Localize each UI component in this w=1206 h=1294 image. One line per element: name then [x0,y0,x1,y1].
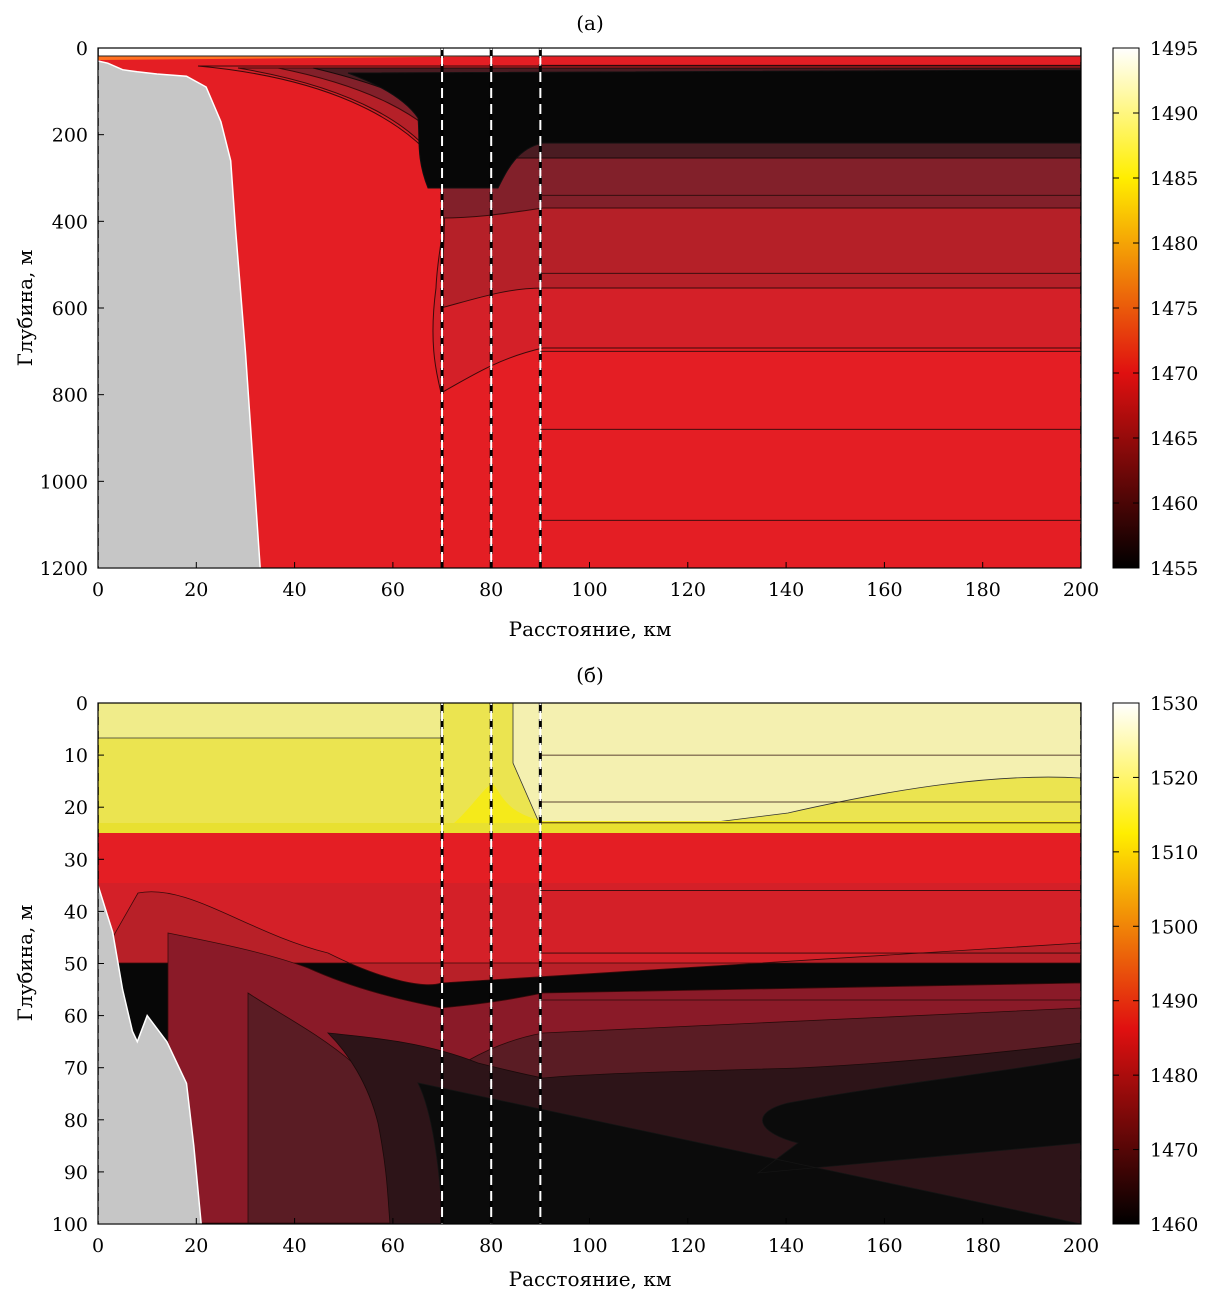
panel-a: (а) 0 20 40 60 80 100 120 140 160 180 200 0 200 400 6… [13,11,1198,641]
panel-a-ylabel: Глубина, м [13,250,37,367]
y-tick-label: 800 [52,385,88,407]
x-tick-label: 120 [670,1235,706,1257]
colorbar-tick-label: 1470 [1150,1140,1198,1162]
colorbar-tick-label: 1460 [1150,1214,1198,1236]
y-tick-label: 600 [52,298,88,320]
colorbar-tick-label: 1470 [1150,363,1198,385]
x-tick-label: 0 [92,579,104,601]
colorbar-tick-label: 1530 [1150,693,1198,715]
b-contour-1476 [98,891,1081,986]
colorbar-tick-label: 1460 [1150,493,1198,515]
y-tick-label: 1200 [40,558,88,580]
colorbar-tick-label: 1465 [1150,428,1198,450]
panel-b-ylabel: Глубина, м [13,905,37,1022]
x-tick-label: 120 [670,579,706,601]
colorbar-tick-label: 1510 [1150,842,1198,864]
colorbar-tick-label: 1490 [1150,103,1198,125]
b-thermocline [98,833,1081,883]
x-tick-label: 180 [965,1235,1001,1257]
b-thermocline-top [98,823,1081,833]
panel-b-plot-area [98,703,1081,1224]
x-tick-label: 40 [283,1235,307,1257]
panel-a-colorbar-ticks: 1455 1460 1465 1470 1475 1480 1485 1490 1495 [1113,38,1198,580]
colorbar-tick-label: 1480 [1150,233,1198,255]
b-contour-1519-left [98,703,442,739]
y-tick-label: 200 [52,125,88,147]
panel-b-colorbar-ticks: 1460 1470 1480 1490 1500 1510 1520 1530 [1113,693,1198,1236]
x-tick-label: 200 [1063,1235,1099,1257]
x-tick-label: 40 [283,579,307,601]
a-surface-white-band [98,48,1081,57]
x-tick-label: 20 [184,579,208,601]
x-tick-label: 100 [571,579,607,601]
a-contour-lines [540,64,1081,521]
colorbar-tick-label: 1485 [1150,168,1198,190]
y-tick-label: 30 [64,849,88,871]
y-tick-label: 90 [64,1162,88,1184]
x-tick-label: 140 [768,1235,804,1257]
x-tick-label: 200 [1063,579,1099,601]
x-tick-label: 60 [381,1235,405,1257]
panel-b-y-ticks: 0 10 20 30 40 50 60 70 80 90 100 [52,693,104,1236]
y-tick-label: 60 [64,1006,88,1028]
y-tick-label: 1000 [40,471,88,493]
colorbar-tick-label: 1495 [1150,38,1198,60]
y-tick-label: 80 [64,1110,88,1132]
x-tick-label: 140 [768,579,804,601]
a-land-bathymetry [98,60,261,568]
x-tick-label: 160 [866,1235,902,1257]
y-tick-label: 0 [76,693,88,715]
y-tick-label: 70 [64,1058,88,1080]
colorbar-tick-label: 1490 [1150,991,1198,1013]
b-layer-1478 [98,883,1081,963]
x-tick-label: 180 [965,579,1001,601]
x-tick-label: 20 [184,1235,208,1257]
colorbar-tick-label: 1500 [1150,916,1198,938]
y-tick-label: 100 [52,1214,88,1236]
y-tick-label: 40 [64,901,88,923]
panel-a-xlabel: Расстояние, км [509,617,672,641]
colorbar-tick-label: 1480 [1150,1065,1198,1087]
x-tick-label: 0 [92,1235,104,1257]
b-vertical-markers [98,703,1081,1224]
colorbar-tick-label: 1475 [1150,298,1198,320]
y-tick-label: 0 [76,38,88,60]
panel-a-y-ticks: 0 200 400 600 800 1000 1200 [40,38,104,580]
a-vertical-markers [98,48,1081,568]
b-contour-lines [540,703,1081,1001]
x-tick-label: 160 [866,579,902,601]
x-tick-label: 80 [479,1235,503,1257]
panel-a-x-ticks: 0 20 40 60 80 100 120 140 160 180 200 [92,562,1099,601]
panel-b-title: (б) [576,663,604,687]
y-tick-label: 10 [64,745,88,767]
colorbar-tick-label: 1520 [1150,767,1198,789]
b-land-bathymetry [98,885,202,1224]
panel-a-title: (а) [576,11,604,35]
y-tick-label: 20 [64,797,88,819]
panel-b: (б) 0 20 40 60 80 100 120 140 160 180 200 0 10 20 30 4… [13,663,1198,1291]
panel-b-colorbar [1112,702,1140,1225]
y-tick-label: 50 [64,954,88,976]
panel-a-plot-area [98,48,1081,568]
b-contour-1462 [417,1057,1081,1224]
a-contour-1457 [347,69,1081,189]
x-tick-label: 60 [381,579,405,601]
x-tick-label: 100 [571,1235,607,1257]
b-contour-1521 [512,703,1081,844]
x-tick-label: 80 [479,579,503,601]
panel-b-x-ticks: 0 20 40 60 80 100 120 140 160 180 200 [92,1218,1099,1257]
panel-b-xlabel: Расстояние, км [509,1267,672,1291]
y-tick-label: 400 [52,211,88,233]
colorbar-tick-label: 1455 [1150,558,1198,580]
